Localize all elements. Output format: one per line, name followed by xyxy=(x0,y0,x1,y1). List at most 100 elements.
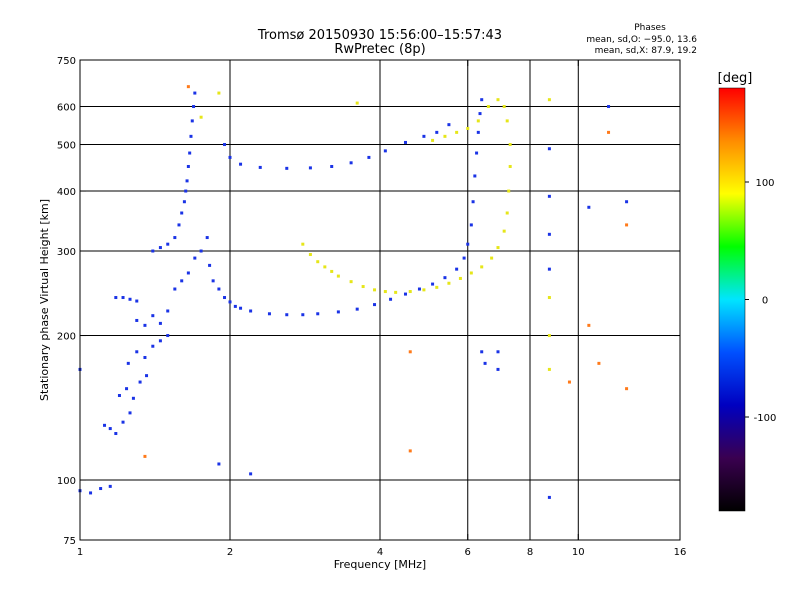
data-point xyxy=(125,387,129,391)
data-point xyxy=(625,223,629,227)
data-point xyxy=(496,367,500,371)
data-point xyxy=(587,205,591,209)
data-point xyxy=(422,134,426,138)
data-point xyxy=(316,260,320,264)
data-point xyxy=(185,179,189,183)
x-tick-label: 2 xyxy=(227,547,233,558)
y-axis-ticks: 75 100 200 300 400 500 600 750 xyxy=(57,56,680,547)
data-point xyxy=(89,491,93,495)
data-point xyxy=(480,350,484,354)
data-point xyxy=(316,312,320,316)
data-point xyxy=(158,339,162,343)
data-point xyxy=(189,134,193,138)
data-point xyxy=(480,265,484,269)
data-point xyxy=(193,256,197,260)
data-point xyxy=(367,155,371,159)
data-point xyxy=(547,267,551,271)
data-point xyxy=(408,350,412,354)
data-point xyxy=(330,269,334,273)
y-tick-label: 75 xyxy=(63,536,76,547)
x-tick-label: 16 xyxy=(674,547,687,558)
data-point xyxy=(233,304,237,308)
data-point xyxy=(505,211,509,215)
y-tick-label: 100 xyxy=(57,476,76,487)
data-point xyxy=(607,130,611,134)
data-point xyxy=(99,487,103,491)
data-point xyxy=(336,274,340,278)
data-point xyxy=(186,271,190,275)
data-point xyxy=(205,236,209,240)
data-point xyxy=(373,303,377,307)
data-point xyxy=(228,155,232,159)
data-point xyxy=(192,105,196,109)
data-point xyxy=(208,263,212,267)
colorbar xyxy=(718,87,746,512)
data-point xyxy=(403,292,407,296)
data-point xyxy=(394,290,398,294)
x-tick-label: 10 xyxy=(572,547,585,558)
chart-title: Tromsø 20150930 15:56:00–15:57:43 xyxy=(257,28,502,43)
data-point xyxy=(447,123,451,127)
data-point xyxy=(466,242,470,246)
data-point xyxy=(151,344,155,348)
data-point xyxy=(114,296,118,300)
data-point xyxy=(422,288,426,292)
data-point xyxy=(249,309,253,313)
data-point xyxy=(455,267,459,271)
data-point xyxy=(121,296,125,300)
data-point xyxy=(455,130,459,134)
data-point xyxy=(135,350,139,354)
data-point xyxy=(128,411,132,415)
data-point xyxy=(239,306,243,310)
data-point xyxy=(383,149,387,153)
data-point xyxy=(547,296,551,300)
x-tick-label: 1 xyxy=(77,547,83,558)
phase-stats-title: Phases xyxy=(634,23,666,33)
data-point xyxy=(469,271,473,275)
data-point xyxy=(267,312,271,316)
data-point xyxy=(496,98,500,102)
data-point xyxy=(383,290,387,294)
data-point xyxy=(151,314,155,318)
y-tick-label: 600 xyxy=(57,103,76,114)
data-point xyxy=(166,334,170,338)
data-point xyxy=(389,297,393,301)
data-point xyxy=(443,134,447,138)
data-point xyxy=(285,166,289,170)
data-point xyxy=(308,253,312,257)
data-point xyxy=(239,162,243,166)
data-point xyxy=(486,105,490,109)
data-point xyxy=(166,242,170,246)
data-point xyxy=(417,287,421,291)
x-tick-label: 8 xyxy=(527,547,533,558)
data-point xyxy=(508,143,512,147)
data-point xyxy=(138,380,142,384)
data-point xyxy=(496,350,500,354)
data-point xyxy=(567,380,571,384)
data-point xyxy=(547,334,551,338)
data-point xyxy=(547,98,551,102)
data-point xyxy=(476,130,480,134)
data-point xyxy=(336,310,340,314)
data-point xyxy=(173,236,177,240)
colorbar-tick-label: 100 xyxy=(755,178,774,189)
data-point xyxy=(330,164,334,168)
y-tick-label: 300 xyxy=(57,247,76,258)
data-point xyxy=(502,105,506,109)
data-point xyxy=(469,223,473,227)
x-tick-label: 4 xyxy=(377,547,383,558)
data-point xyxy=(117,394,121,398)
data-point xyxy=(121,420,125,424)
data-point xyxy=(587,323,591,327)
data-point xyxy=(505,119,509,123)
data-point xyxy=(466,126,470,130)
data-point xyxy=(177,223,181,227)
data-point xyxy=(403,140,407,144)
data-point xyxy=(478,112,482,116)
data-point xyxy=(431,282,435,286)
data-point xyxy=(625,387,629,391)
data-point xyxy=(308,166,312,170)
data-point xyxy=(217,462,221,466)
grid xyxy=(80,60,680,540)
data-point xyxy=(435,285,439,289)
